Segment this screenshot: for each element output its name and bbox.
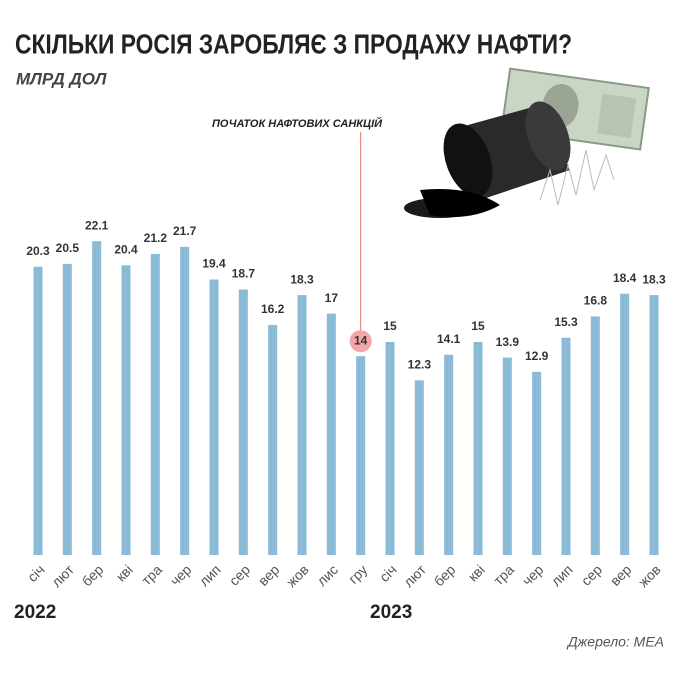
value-label: 15: [383, 319, 397, 333]
bar: [356, 356, 366, 555]
illustration: [404, 67, 650, 218]
value-label: 14.1: [437, 332, 461, 346]
x-tick-label: вер: [607, 561, 635, 589]
annotation: ПОЧАТОК НАФТОВИХ САНКЦІЙ: [212, 117, 383, 130]
value-label: 14: [354, 333, 368, 347]
year-label: 2022: [14, 602, 56, 623]
value-label: 17: [325, 291, 339, 305]
highlight: [349, 330, 372, 353]
chart-subtitle: МЛРД ДОЛ: [16, 69, 107, 88]
value-label: 18.4: [613, 271, 637, 285]
bar: [649, 295, 659, 555]
x-tick-label: жов: [283, 561, 312, 590]
x-tick-label: жов: [635, 561, 664, 590]
value-label: 21.7: [173, 224, 197, 238]
value-label: 18.7: [232, 267, 256, 281]
value-label: 22.1: [85, 218, 109, 232]
bar: [385, 342, 395, 555]
x-tick-label: кві: [113, 561, 136, 584]
chart-title: СКІЛЬКИ РОСІЯ ЗАРОБЛЯЄ З ПРОДАЖУ НАФТИ?: [15, 28, 572, 59]
value-label: 21.2: [144, 231, 168, 245]
value-label: 16.8: [584, 294, 608, 308]
x-tick-label: лип: [196, 561, 224, 589]
bar: [33, 266, 43, 555]
bar: [326, 313, 336, 555]
value-label: 12.3: [408, 358, 432, 372]
bar: [92, 241, 102, 555]
x-tick-label: сер: [578, 561, 605, 588]
x-tick-label: чер: [519, 561, 547, 589]
bar: [414, 380, 424, 555]
bar: [297, 295, 307, 555]
value-label: 20.3: [26, 244, 50, 258]
x-tick-label: вер: [255, 561, 283, 589]
bar: [561, 337, 571, 555]
value-label: 19.4: [202, 257, 226, 271]
bar: [620, 293, 630, 555]
bar: [473, 342, 483, 555]
value-label: 13.9: [496, 335, 520, 349]
bar: [268, 324, 278, 555]
x-tick-label: бер: [431, 561, 459, 589]
x-tick-label: лис: [313, 561, 341, 589]
value-label: 15.3: [554, 315, 578, 329]
value-label: 15: [471, 319, 485, 333]
x-tick-label: тра: [138, 561, 165, 588]
bar: [150, 253, 160, 555]
value-label: 12.9: [525, 349, 549, 363]
bar: [62, 263, 72, 555]
x-tick-label: сер: [226, 561, 253, 588]
bar: [121, 265, 131, 555]
value-label: 18.3: [642, 272, 666, 286]
x-tick-label: кві: [465, 561, 488, 584]
x-tick-label: січ: [376, 561, 400, 585]
source: Джерело: МЕА: [566, 634, 664, 650]
x-tick-label: гру: [345, 561, 370, 586]
value-label: 20.5: [56, 241, 80, 255]
x-tick-label: тра: [490, 561, 517, 588]
bar: [180, 246, 190, 556]
value-label: 18.3: [290, 272, 314, 286]
bar: [238, 289, 248, 555]
bar: [444, 354, 454, 555]
bar: [590, 316, 600, 555]
x-tick-label: чер: [167, 561, 195, 589]
x-tick-label: лют: [400, 561, 429, 590]
value-label: 16.2: [261, 302, 285, 316]
bar: [209, 279, 219, 555]
x-tick-label: січ: [24, 561, 48, 585]
x-tick-label: лют: [48, 561, 77, 590]
year-label: 2023: [370, 602, 412, 623]
bar: [532, 371, 542, 555]
x-tick-label: бер: [79, 561, 107, 589]
bar: [502, 357, 512, 555]
value-label: 20.4: [114, 242, 138, 256]
x-tick-label: лип: [548, 561, 576, 589]
